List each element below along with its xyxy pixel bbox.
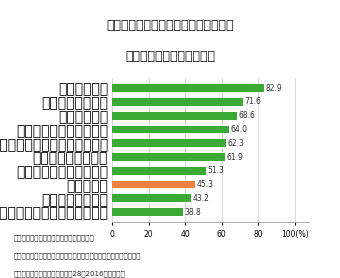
Text: 68.6: 68.6 xyxy=(239,111,256,120)
Text: 51.3: 51.3 xyxy=(207,166,224,175)
Bar xyxy=(112,195,191,202)
Bar xyxy=(112,126,229,133)
Bar xyxy=(112,181,195,188)
Text: 82.9: 82.9 xyxy=(265,84,282,93)
Text: 注：市町村担当者を対象とした調査結果。: 注：市町村担当者を対象とした調査結果。 xyxy=(14,234,94,240)
Text: 資料：国土交通省及び総務省「過疎地域等条件不利地域における集: 資料：国土交通省及び総務省「過疎地域等条件不利地域における集 xyxy=(14,252,141,259)
Bar xyxy=(112,98,243,106)
Bar xyxy=(112,153,225,161)
Bar xyxy=(112,112,237,120)
Text: 過疎地域等の集落で発生している問題: 過疎地域等の集落で発生している問題 xyxy=(106,19,234,32)
Text: 38.8: 38.8 xyxy=(185,208,201,217)
Text: 61.9: 61.9 xyxy=(227,153,243,162)
Text: 落の現況把握調査」（平成28（2016）年３月）: 落の現況把握調査」（平成28（2016）年３月） xyxy=(14,270,125,277)
Bar xyxy=(112,85,264,92)
Bar xyxy=(112,208,183,216)
Text: 64.0: 64.0 xyxy=(231,125,248,134)
Text: 71.6: 71.6 xyxy=(244,98,261,106)
Text: 上位１０回答（複数回答）: 上位１０回答（複数回答） xyxy=(125,50,215,63)
Bar xyxy=(112,140,226,147)
Text: 45.3: 45.3 xyxy=(197,180,214,189)
Text: 43.2: 43.2 xyxy=(192,194,209,203)
Text: 62.3: 62.3 xyxy=(227,139,244,148)
Bar xyxy=(112,167,206,175)
